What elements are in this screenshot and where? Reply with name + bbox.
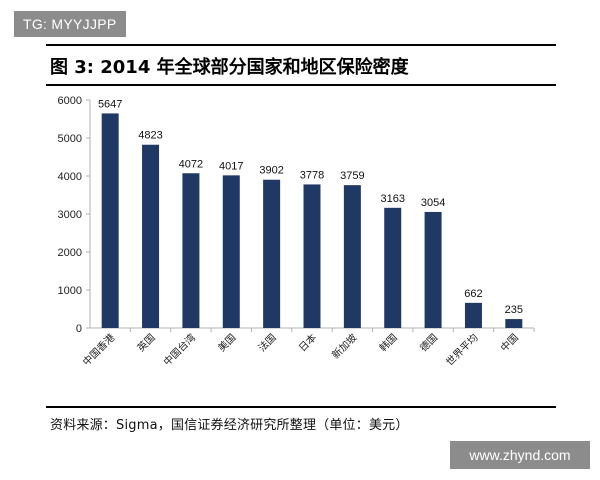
data-labels-group: 5647 4823 4072 4017 3902 3778 3759 3163 3054 662 2… xyxy=(98,98,523,316)
x-category-label: 中国香港 xyxy=(80,331,117,368)
y-tick-label: 2000 xyxy=(58,247,82,259)
x-category-label: 中国 xyxy=(498,331,521,354)
y-axis-ticks: 0 1000 2000 3000 4000 5000 6000 xyxy=(58,95,90,335)
data-label: 4072 xyxy=(179,158,203,170)
data-label: 4823 xyxy=(138,130,162,142)
bar xyxy=(464,302,482,328)
y-tick-label: 3000 xyxy=(58,209,82,221)
x-category-label: 世界平均 xyxy=(444,332,481,369)
x-category-label: 新加坡 xyxy=(329,331,359,361)
x-category-label: 日本 xyxy=(296,331,319,354)
figure-title-block: 图 3: 2014 年全球部分国家和地区保险密度 xyxy=(46,44,556,86)
data-label: 3054 xyxy=(421,197,445,209)
bar xyxy=(263,179,281,328)
watermark-top-left: TG: MYYJJPP xyxy=(14,11,126,37)
x-axis-labels-group: 中国香港 英国 中国台湾 美国 法国 日本 新加坡 韩国 德国 世界平均 中国 xyxy=(80,328,535,369)
source-block: 资料来源：Sigma，国信证券经济研究所整理（单位：美元） xyxy=(46,406,556,438)
bar xyxy=(505,319,523,328)
x-category-label: 中国台湾 xyxy=(161,331,198,368)
x-category-label: 德国 xyxy=(417,331,440,354)
data-label: 3163 xyxy=(380,193,404,205)
figure-title: 图 3: 2014 年全球部分国家和地区保险密度 xyxy=(50,57,409,78)
bar xyxy=(222,175,240,328)
watermark-bottom-right: www.zhynd.com xyxy=(450,441,590,469)
bar xyxy=(182,173,200,328)
y-tick-label: 0 xyxy=(76,323,82,335)
bar xyxy=(424,211,442,328)
data-label: 662 xyxy=(464,288,482,300)
bar xyxy=(384,207,402,328)
data-label: 3759 xyxy=(340,170,364,182)
source-note: 资料来源：Sigma，国信证券经济研究所整理（单位：美元） xyxy=(50,418,409,433)
x-category-label: 法国 xyxy=(255,331,278,354)
y-tick-label: 4000 xyxy=(58,171,82,183)
bar xyxy=(101,113,119,328)
y-tick-label: 5000 xyxy=(58,133,82,145)
data-label: 3778 xyxy=(300,169,324,181)
data-label: 235 xyxy=(505,304,523,316)
data-label: 4017 xyxy=(219,160,243,172)
data-label: 5647 xyxy=(98,98,122,110)
bar xyxy=(142,144,160,328)
y-tick-label: 6000 xyxy=(58,95,82,107)
bar xyxy=(343,185,361,328)
x-category-label: 韩国 xyxy=(377,331,400,354)
y-tick-label: 1000 xyxy=(58,285,82,297)
bars-group xyxy=(101,113,523,328)
x-category-label: 英国 xyxy=(134,331,157,354)
x-category-label: 美国 xyxy=(215,331,238,354)
data-label: 3902 xyxy=(259,165,283,177)
bar xyxy=(303,184,321,328)
